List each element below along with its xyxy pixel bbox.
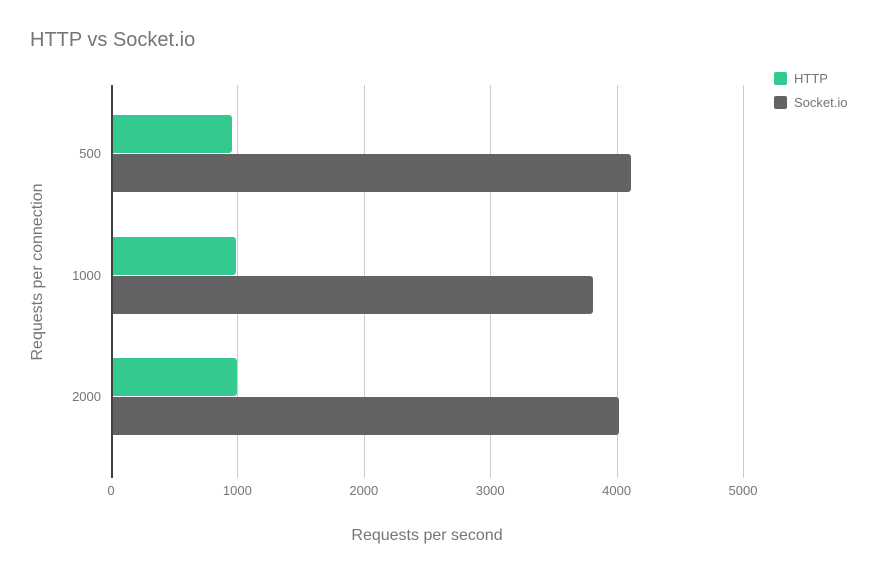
y-axis-title: Requests per connection [29,183,46,361]
x-tick-label-3000: 3000 [475,483,505,498]
baseline-axis [111,85,113,478]
y-axis-labels: 500 1000 2000 [0,85,101,460]
legend-label: Socket.io [794,94,848,110]
y-category-label-1000: 1000 [72,267,101,283]
x-axis-labels: 0 1000 2000 3000 4000 5000 [107,483,766,503]
legend-item-socketio: Socket.io [774,94,848,110]
gridline-5000 [743,85,744,478]
bar-http-2000[interactable] [113,358,237,396]
y-category-label-2000: 2000 [72,389,101,404]
bar-socketio-1000[interactable] [113,275,594,314]
bar-socketio-500[interactable] [113,154,632,192]
chart-title: HTTP vs Socket.io [30,29,196,51]
x-tick-label-2000: 2000 [349,483,379,498]
bar-http-1000[interactable] [113,236,236,275]
bar-http-500[interactable] [113,115,232,153]
legend-label: HTTP [794,70,828,86]
plot-area [111,85,766,478]
bar-socketio-2000[interactable] [113,397,619,435]
legend-swatch-icon [774,71,787,85]
x-tick-label-1000: 1000 [222,483,252,498]
legend: HTTP Socket.io [774,71,847,119]
gridline-4000 [616,85,618,478]
x-tick-label-4000: 4000 [602,483,632,498]
x-tick-label-0: 0 [107,483,115,498]
legend-item-http: HTTP [774,70,847,86]
x-tick-label-5000: 5000 [728,483,758,498]
x-axis-title: Requests per second [351,527,503,544]
y-category-label-500: 500 [79,146,101,161]
legend-swatch-icon [774,95,787,109]
